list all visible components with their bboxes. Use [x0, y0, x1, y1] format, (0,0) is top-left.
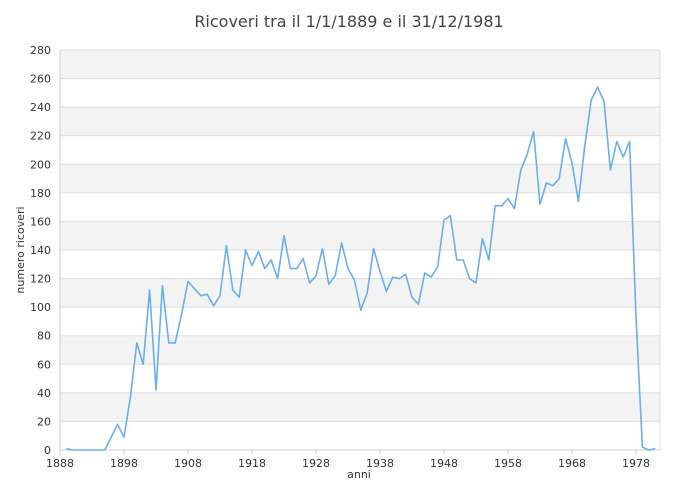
y-tick-label: 240: [30, 101, 51, 114]
y-tick-label: 120: [30, 273, 51, 286]
grid-band: [60, 278, 660, 308]
grid-bands: [60, 50, 660, 422]
y-tick-label: 40: [37, 387, 51, 400]
grid-band: [60, 50, 660, 79]
x-tick-label: 1938: [366, 457, 394, 470]
y-tick-label: 260: [30, 73, 51, 86]
x-tick-label: 1948: [430, 457, 458, 470]
x-tick-label: 1908: [174, 457, 202, 470]
y-tick-label: 280: [30, 44, 51, 57]
y-tick-label: 140: [30, 244, 51, 257]
y-tick-label: 160: [30, 215, 51, 228]
x-tick-label: 1928: [302, 457, 330, 470]
grid-band: [60, 221, 660, 250]
y-tick-label: 100: [30, 301, 51, 314]
grid-band: [60, 392, 660, 422]
y-axis-ticks: 0 20 40 60 80 100 120 140 160 180 200 220 240 260 280: [30, 44, 51, 457]
y-tick-label: 0: [44, 444, 51, 457]
y-tick-label: 180: [30, 187, 51, 200]
x-tick-label: 1978: [622, 457, 650, 470]
x-axis-ticks: 1888 1898 1908 1918 1928 1938 1948 1958 1968 1978: [46, 450, 650, 470]
y-tick-label: 20: [37, 415, 51, 428]
series-line: [66, 86, 656, 451]
y-tick-label: 60: [37, 358, 51, 371]
y-tick-label: 80: [37, 330, 51, 343]
y-axis-label: numero ricoveri: [14, 206, 27, 293]
y-tick-label: 220: [30, 130, 51, 143]
grid-band: [60, 335, 660, 365]
grid-band: [60, 107, 660, 136]
x-tick-label: 1968: [558, 457, 586, 470]
grid-band: [60, 164, 660, 193]
x-tick-label: 1888: [46, 457, 74, 470]
x-tick-label: 1918: [238, 457, 266, 470]
x-tick-label: 1958: [494, 457, 522, 470]
x-axis-label: anni: [347, 468, 371, 481]
y-tick-label: 200: [30, 158, 51, 171]
chart-title: Ricoveri tra il 1/1/1889 e il 31/12/1981: [194, 12, 503, 31]
gridlines: [60, 49, 661, 451]
x-tick-label: 1898: [110, 457, 138, 470]
